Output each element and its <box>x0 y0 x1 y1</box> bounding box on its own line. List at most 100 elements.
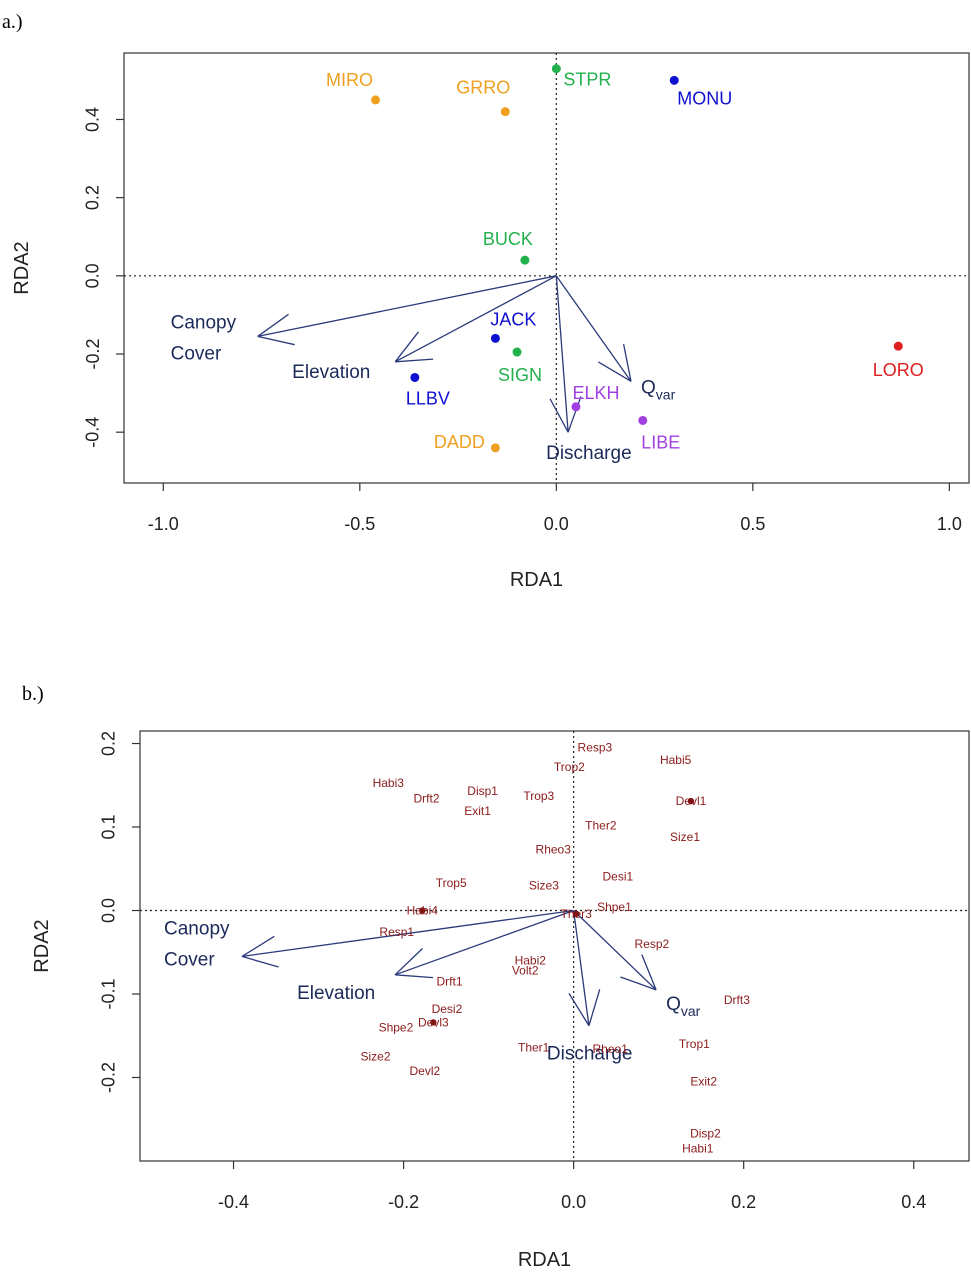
trait-label-drft1: Drft1 <box>436 974 462 988</box>
trait-label-desi1: Desi1 <box>603 869 634 883</box>
y-tick-label: 0.0 <box>83 263 103 288</box>
trait-label-size3: Size3 <box>529 878 559 892</box>
site-point-elkh <box>571 402 580 411</box>
x-tick-label: 0.5 <box>740 514 765 534</box>
site-label-monu: MONU <box>677 88 732 108</box>
site-point-stpr <box>552 64 561 73</box>
vector-q <box>556 276 631 382</box>
site-label-elkh: ELKH <box>572 383 619 403</box>
trait-label-ther3: Ther3 <box>561 907 593 921</box>
trait-label-resp1: Resp1 <box>379 925 414 939</box>
vector-label-elevation: Elevation <box>297 983 375 1004</box>
site-label-miro: MIRO <box>326 70 373 90</box>
site-label-llbv: LLBV <box>406 388 450 408</box>
panel-a-y-ticks: -0.4 -0.2 0.0 0.2 0.4 <box>83 107 124 448</box>
panel-a-y-axis-title: RDA2 <box>11 241 33 294</box>
site-point-buck <box>520 256 529 265</box>
site-point-dadd <box>491 443 500 452</box>
site-point-grro <box>501 107 510 116</box>
vector-label-q: Qvar <box>641 377 676 402</box>
trait-label-exit2: Exit2 <box>690 1075 717 1089</box>
trait-label-devl3: Devl3 <box>418 1015 449 1029</box>
vector-label-text: Elevation <box>297 983 375 1004</box>
vector-arrowhead-elevation <box>395 359 433 362</box>
y-tick-label: -0.4 <box>83 417 103 448</box>
vector-label-text: Elevation <box>292 362 370 383</box>
panel-a-points: MIRO GRRO STPR MONU BUCK JACK SIGN LLBV ELKH LIBE… <box>326 64 924 452</box>
trait-label-rheo3: Rheo3 <box>536 843 572 857</box>
vector-arrowhead-discharge <box>569 993 589 1025</box>
site-point-miro <box>371 95 380 104</box>
panel-b-plot-frame <box>140 731 969 1161</box>
vector-label-canopy-cover-line2: Cover <box>171 343 222 364</box>
site-point-loro <box>894 342 903 351</box>
vector-label-discharge: Discharge <box>546 443 632 464</box>
trait-label-shpe2: Shpe2 <box>379 1020 414 1034</box>
y-tick-label: 0.4 <box>83 107 103 132</box>
trait-label-habi1: Habi1 <box>682 1141 714 1155</box>
panel-a-x-ticks: -1.0 -0.5 0.0 0.5 1.0 <box>148 483 962 534</box>
panel-b-y-axis-title: RDA2 <box>31 919 53 972</box>
trait-label-size2: Size2 <box>361 1050 391 1064</box>
panel-b-points: Resp3 Trop2 Habi5 Habi3 Drft2 Disp1 Exit1 Trop3… <box>361 741 751 1156</box>
vector-arrowhead-elevation <box>395 332 418 362</box>
panel-a-vectors: Canopy Cover Elevation Qvar Discharge <box>171 276 676 464</box>
vector-label-canopy-cover-line2: Cover <box>164 949 215 970</box>
trait-label-trop3: Trop3 <box>523 789 554 803</box>
y-tick-label: 0.2 <box>99 731 119 756</box>
panel-a-x-axis-title: RDA1 <box>510 569 563 591</box>
y-tick-label: 0.2 <box>83 185 103 210</box>
trait-label-trop2: Trop2 <box>554 760 585 774</box>
panel-a: a.) -1.0 -0.5 0.0 0.5 1.0 -0.4-0.20.00.20.4 … <box>2 11 969 591</box>
vector-discharge <box>556 276 568 432</box>
trait-label-volt2: Volt2 <box>512 964 539 978</box>
vector-label-canopy-cover-line1: Canopy <box>164 918 230 939</box>
vector-arrowhead-elevation <box>395 975 433 978</box>
trait-label-rheo1: Rheo1 <box>593 1042 629 1056</box>
vector-arrowhead-elevation <box>395 948 422 974</box>
trait-label-size1: Size1 <box>670 830 700 844</box>
panel-b-reference-lines <box>140 731 969 1161</box>
site-point-libe <box>638 416 647 425</box>
vector-arrowhead-canopy-cover <box>258 336 295 344</box>
vector-label-subscript: var <box>681 1003 701 1019</box>
vector-label-subscript: var <box>656 386 676 402</box>
panel-a-label: a.) <box>2 11 23 33</box>
site-label-sign: SIGN <box>498 365 542 385</box>
panel-a-plot-frame <box>124 53 969 483</box>
trait-label-devl2: Devl2 <box>409 1064 440 1078</box>
y-tick-label: -0.2 <box>83 338 103 369</box>
panel-b: b.) -0.4 -0.2 0.0 0.2 0.4 -0.2-0.10.00.10.2 … <box>22 683 969 1271</box>
trait-label-devl1: Devl1 <box>676 794 707 808</box>
y-tick-label: -0.1 <box>99 978 119 1009</box>
vector-arrowhead-canopy-cover <box>242 956 278 967</box>
x-tick-label: 0.2 <box>731 1192 756 1212</box>
x-tick-label: -1.0 <box>148 514 179 534</box>
vector-label-canopy-cover-line1: Canopy <box>171 312 237 333</box>
trait-label-disp2: Disp2 <box>690 1126 721 1140</box>
trait-label-shpe1: Shpe1 <box>597 900 632 914</box>
site-label-stpr: STPR <box>563 70 611 90</box>
vector-label-q: Qvar <box>666 994 701 1019</box>
site-label-buck: BUCK <box>483 229 533 249</box>
trait-label-ther1: Ther1 <box>518 1040 550 1054</box>
trait-label-habi3: Habi3 <box>373 776 405 790</box>
trait-label-resp3: Resp3 <box>578 741 613 755</box>
site-point-sign <box>513 348 522 357</box>
site-point-llbv <box>410 373 419 382</box>
x-tick-label: 0.0 <box>561 1192 586 1212</box>
vector-arrowhead-q <box>598 362 631 381</box>
trait-label-ther2: Ther2 <box>585 818 617 832</box>
site-point-jack <box>491 334 500 343</box>
vector-arrowhead-q <box>642 955 656 990</box>
panel-b-x-ticks: -0.4 -0.2 0.0 0.2 0.4 <box>218 1161 926 1212</box>
y-tick-label: 0.0 <box>99 898 119 923</box>
trait-label-drft2: Drft2 <box>414 792 440 806</box>
trait-label-habi5: Habi5 <box>660 753 692 767</box>
vector-arrowhead-q <box>620 977 656 990</box>
site-label-loro: LORO <box>873 360 924 380</box>
vector-label-text: Q <box>666 994 681 1015</box>
x-tick-label: 0.0 <box>544 514 569 534</box>
vector-label-text: Discharge <box>546 443 632 464</box>
